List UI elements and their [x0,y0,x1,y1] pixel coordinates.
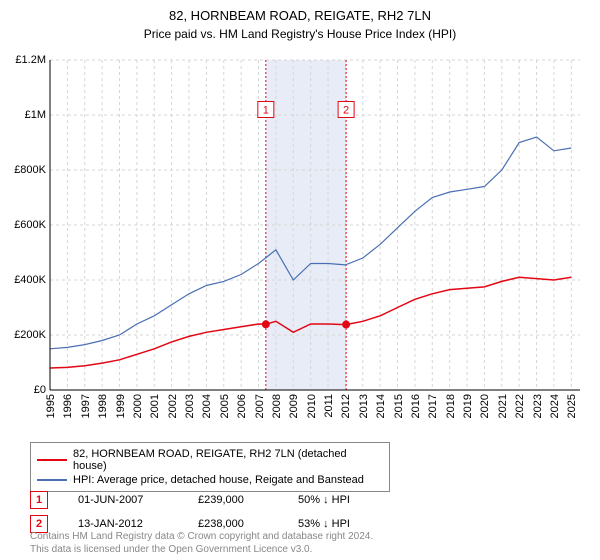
x-axis-tick-label: 2004 [201,394,213,418]
x-axis-tick-label: 2012 [340,394,352,418]
y-axis-tick-label: £400K [14,274,46,286]
x-axis-tick-label: 2007 [254,394,266,418]
x-axis-tick-label: 2002 [167,394,179,418]
transaction-hpi: 53% ↓ HPI [298,518,350,530]
y-axis-tick-label: £800K [14,164,46,176]
x-axis-tick-label: 1995 [45,394,57,418]
transaction-row: 1 01-JUN-2007 £239,000 50% ↓ HPI [30,488,350,512]
x-axis-tick-label: 2024 [549,394,561,418]
x-axis-tick-label: 2014 [375,394,387,418]
x-axis-tick-label: 2018 [445,394,457,418]
x-axis-tick-label: 2022 [514,394,526,418]
legend-label: HPI: Average price, detached house, Reig… [73,474,364,486]
footer-attribution: Contains HM Land Registry data © Crown c… [30,530,373,556]
transaction-marker-icon: 1 [30,491,48,509]
x-axis-tick-label: 2021 [497,394,509,418]
x-axis-tick-label: 2006 [236,394,248,418]
chart-area: 12 £0£200K£400K£600K£800K£1M£1.2M1995199… [50,60,580,390]
x-axis-tick-label: 2010 [306,394,318,418]
legend-box: 82, HORNBEAM ROAD, REIGATE, RH2 7LN (det… [30,442,390,492]
transactions-table: 1 01-JUN-2007 £239,000 50% ↓ HPI 2 13-JA… [30,488,350,536]
x-axis-tick-label: 1998 [97,394,109,418]
x-axis-tick-label: 2000 [132,394,144,418]
x-axis-tick-label: 2003 [184,394,196,418]
legend-swatch [37,479,67,481]
y-axis-tick-label: £600K [14,219,46,231]
footer-line-2: This data is licensed under the Open Gov… [30,543,373,556]
y-axis-tick-label: £1M [25,109,46,121]
legend-row-series-0: 82, HORNBEAM ROAD, REIGATE, RH2 7LN (det… [37,447,383,473]
legend-swatch [37,459,67,461]
x-axis-tick-label: 1999 [115,394,127,418]
svg-text:2: 2 [343,105,349,117]
x-axis-tick-label: 2019 [462,394,474,418]
svg-text:1: 1 [263,105,269,117]
x-axis-tick-label: 2013 [358,394,370,418]
transaction-price: £239,000 [198,494,268,506]
x-axis-tick-label: 2025 [566,394,578,418]
transaction-date: 01-JUN-2007 [78,494,168,506]
x-axis-tick-label: 2001 [149,394,161,418]
x-axis-tick-label: 2023 [532,394,544,418]
transaction-hpi: 50% ↓ HPI [298,494,350,506]
x-axis-tick-label: 2011 [323,394,335,418]
footer-line-1: Contains HM Land Registry data © Crown c… [30,530,373,543]
x-axis-tick-label: 2015 [393,394,405,418]
x-axis-tick-label: 2009 [288,394,300,418]
y-axis-tick-label: £1.2M [15,54,46,66]
legend-label: 82, HORNBEAM ROAD, REIGATE, RH2 7LN (det… [73,448,383,472]
transaction-date: 13-JAN-2012 [78,518,168,530]
x-axis-tick-label: 2008 [271,394,283,418]
x-axis-tick-label: 2016 [410,394,422,418]
x-axis-tick-label: 1996 [62,394,74,418]
x-axis-tick-label: 2020 [479,394,491,418]
transaction-price: £238,000 [198,518,268,530]
chart-title: 82, HORNBEAM ROAD, REIGATE, RH2 7LN [0,0,600,25]
plot-svg: 12 [50,60,580,390]
chart-container: 82, HORNBEAM ROAD, REIGATE, RH2 7LN Pric… [0,0,600,560]
chart-subtitle: Price paid vs. HM Land Registry's House … [0,25,600,41]
y-axis-tick-label: £200K [14,329,46,341]
x-axis-tick-label: 2005 [219,394,231,418]
x-axis-tick-label: 2017 [427,394,439,418]
x-axis-tick-label: 1997 [80,394,92,418]
legend-row-series-1: HPI: Average price, detached house, Reig… [37,473,383,487]
